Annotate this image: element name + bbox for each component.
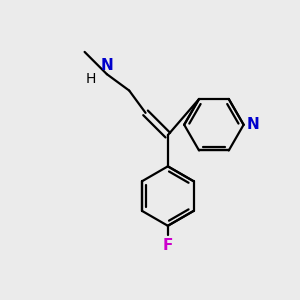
Text: N: N xyxy=(100,58,113,73)
Text: N: N xyxy=(247,117,259,132)
Text: H: H xyxy=(85,72,96,86)
Text: F: F xyxy=(163,238,173,253)
